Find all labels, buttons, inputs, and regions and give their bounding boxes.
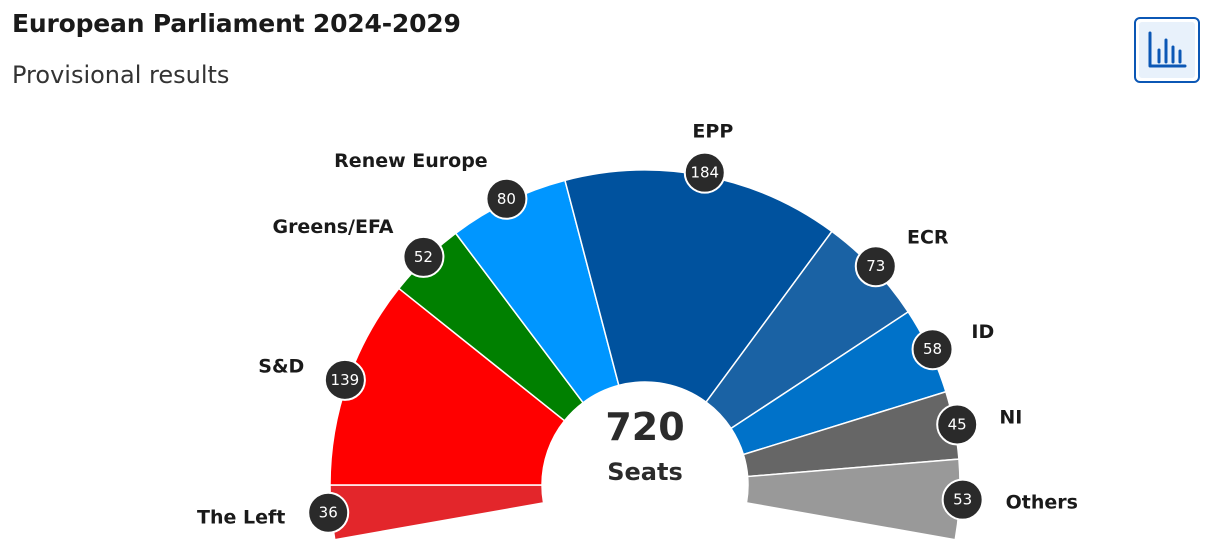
seat-badge-id: 58 (911, 328, 954, 371)
hemicycle-segments (329, 169, 961, 541)
hemicycle-badges: 36 139 52 80 184 73 58 45 53 (307, 151, 984, 534)
segment-sandd[interactable] (329, 287, 566, 486)
seat-badge-value: 80 (497, 190, 516, 208)
page-title: European Parliament 2024-2029 (12, 9, 461, 38)
party-label-renew-europe: Renew Europe (334, 150, 488, 172)
party-label-others: Others (1006, 492, 1078, 514)
seat-badge-others: 53 (941, 478, 984, 521)
segment-the-left[interactable] (329, 484, 545, 541)
seat-badge-circle (936, 403, 979, 446)
party-label-epp: EPP (692, 120, 733, 142)
seat-badge-circle (307, 491, 350, 534)
seat-badge-epp: 184 (683, 151, 726, 194)
seat-badge-circle (683, 151, 726, 194)
seat-badge-circle (854, 245, 897, 288)
seat-badge-value: 36 (319, 504, 338, 522)
chart-view-button-surface (1139, 22, 1195, 78)
seat-badge-renew-europe: 80 (485, 177, 528, 220)
seat-badge-value: 52 (414, 248, 433, 266)
party-label-greens-efa: Greens/EFA (272, 216, 393, 238)
total-seats-label: Seats (607, 458, 683, 486)
seat-badge-ni: 45 (936, 403, 979, 446)
seat-badge-value: 184 (690, 164, 719, 182)
seat-badge-ecr: 73 (854, 245, 897, 288)
seat-badge-value: 73 (866, 257, 885, 275)
seat-badge-circle (323, 358, 366, 401)
chart-view-button[interactable] (1134, 17, 1200, 83)
seat-badge-circle (941, 478, 984, 521)
bar-chart-icon (1148, 31, 1187, 68)
party-label-ni: NI (999, 406, 1022, 428)
seat-badge-value: 139 (331, 371, 360, 389)
party-label-ecr: ECR (907, 227, 949, 249)
total-seats-value: 720 (605, 405, 684, 449)
party-label-sandd: S&D (258, 356, 304, 378)
seat-badge-circle (402, 235, 445, 278)
seat-badge-circle (911, 328, 954, 371)
segment-epp[interactable] (564, 169, 833, 404)
page-subtitle: Provisional results (12, 61, 230, 89)
seat-badge-value: 58 (923, 340, 942, 358)
party-label-the-left: The Left (197, 506, 285, 528)
seat-badge-circle (485, 177, 528, 220)
seat-badge-sandd: 139 (323, 358, 366, 401)
seat-badge-the-left: 36 (307, 491, 350, 534)
party-label-id: ID (971, 321, 994, 343)
hemicycle-labels: The Left S&D Greens/EFA Renew Europe EPP ECR I… (197, 120, 1078, 528)
seat-badge-value: 45 (948, 415, 967, 433)
seat-badge-value: 53 (953, 491, 972, 509)
seat-badge-greens-efa: 52 (402, 235, 445, 278)
